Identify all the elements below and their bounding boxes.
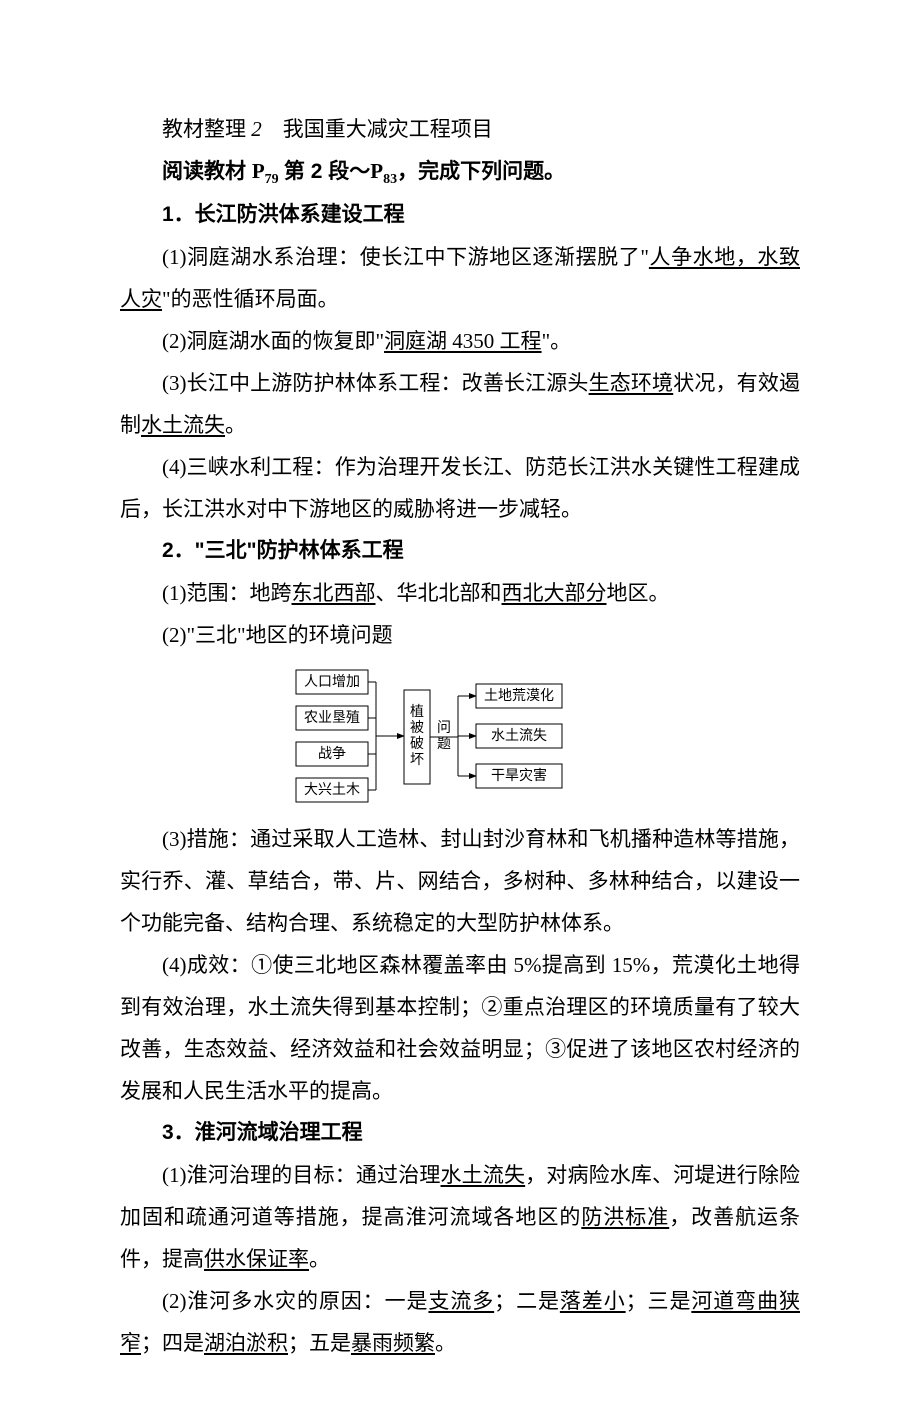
s2-p1: (1)范围：地跨东北西部、华北北部和西北大部分地区。 [120, 572, 800, 614]
text: "的恶性循环局面。 [162, 287, 339, 311]
text: ；二是 [494, 1289, 560, 1313]
s2-p4: (4)成效：①使三北地区森林覆盖率由 5%提高到 15%，荒漠化土地得到有效治理… [120, 944, 800, 1112]
s1-title: 1．长江防洪体系建设工程 [120, 194, 800, 236]
underline-text: 供水保证率 [204, 1247, 309, 1271]
reading-suffix: ，完成下列问题。 [397, 160, 565, 183]
text: (1)范围：地跨 [162, 581, 292, 605]
text: "。 [542, 329, 572, 353]
s3-p1: (1)淮河治理的目标：通过治理水土流失，对病险水库、河堤进行除险加固和疏通河道等… [120, 1154, 800, 1280]
svg-text:土地荒漠化: 土地荒漠化 [484, 688, 554, 704]
text: 。 [225, 413, 246, 437]
underline-text: 防洪标准 [581, 1205, 669, 1229]
text: (1)洞庭湖水系治理：使长江中下游地区逐渐摆脱了" [162, 245, 649, 269]
svg-text:植: 植 [410, 704, 424, 720]
underline-text: 落差小 [560, 1289, 626, 1313]
reading-instruction: 阅读教材 P79 第 2 段～P83，完成下列问题。 [120, 150, 800, 194]
s2-title: 2．"三北"防护林体系工程 [120, 530, 800, 572]
svg-text:坏: 坏 [410, 752, 424, 768]
svg-text:战争: 战争 [318, 746, 346, 762]
svg-text:大兴土木: 大兴土木 [304, 782, 360, 798]
reading-p2: P [370, 159, 383, 183]
text: (3)长江中上游防护林体系工程：改善长江源头 [162, 371, 589, 395]
svg-text:问: 问 [437, 720, 451, 736]
s3-p2: (2)淮河多水灾的原因：一是支流多；二是落差小；三是河道弯曲狭窄；四是湖泊淤积；… [120, 1280, 800, 1364]
sanbei-diagram: 人口增加农业垦殖战争大兴土木 植被破坏问题 土地荒漠化水土流失干旱灾害 [120, 662, 800, 812]
reading-sub1: 79 [265, 172, 279, 187]
heading-number: 2 [251, 117, 262, 141]
text: (2)淮河多水灾的原因：一是 [162, 1289, 428, 1313]
s3-title: 3．淮河流域治理工程 [120, 1112, 800, 1154]
text: 地区。 [607, 581, 670, 605]
svg-text:农业垦殖: 农业垦殖 [304, 709, 360, 726]
underline-text: 湖泊淤积 [204, 1331, 288, 1355]
heading-title: 我国重大减灾工程项目 [283, 117, 493, 141]
reading-p1: P [252, 159, 265, 183]
document-page: 教材整理 2 我国重大减灾工程项目 阅读教材 P79 第 2 段～P83，完成下… [0, 0, 920, 1424]
svg-text:题: 题 [437, 737, 451, 752]
s1-p1: (1)洞庭湖水系治理：使长江中下游地区逐渐摆脱了"人争水地，水致人灾"的恶性循环… [120, 236, 800, 320]
text: 。 [435, 1331, 456, 1355]
svg-text:破: 破 [410, 736, 424, 752]
underline-text: 东北西部 [292, 581, 376, 605]
s1-p4: (4)三峡水利工程：作为治理开发长江、防范长江洪水关键性工程建成后，长江洪水对中… [120, 446, 800, 530]
text: 、华北北部和 [376, 581, 502, 605]
underline-text: 水土流失 [141, 413, 225, 437]
underline-text: 生态环境 [589, 371, 674, 395]
underline-text: 暴雨频繁 [351, 1331, 435, 1355]
underline-text: 水土流失 [441, 1163, 526, 1187]
flowchart-svg: 人口增加农业垦殖战争大兴土木 植被破坏问题 土地荒漠化水土流失干旱灾害 [290, 662, 630, 812]
reading-sub2: 83 [383, 172, 397, 187]
underline-text: 洞庭湖 4350 工程 [384, 329, 542, 353]
text: ；三是 [626, 1289, 692, 1313]
heading-prefix: 教材整理 [162, 117, 246, 141]
text: ；五是 [288, 1331, 351, 1355]
s1-p2: (2)洞庭湖水面的恢复即"洞庭湖 4350 工程"。 [120, 320, 800, 362]
s1-p3: (3)长江中上游防护林体系工程：改善长江源头生态环境状况，有效遏制水土流失。 [120, 362, 800, 446]
svg-text:人口增加: 人口增加 [304, 674, 360, 690]
svg-text:干旱灾害: 干旱灾害 [491, 767, 547, 784]
s2-p3: (3)措施：通过采取人工造林、封山封沙育林和飞机播种造林等措施，实行乔、灌、草结… [120, 818, 800, 944]
s2-p2: (2)"三北"地区的环境问题 [120, 614, 800, 656]
reading-mid: 第 2 段～ [284, 160, 370, 183]
section-heading: 教材整理 2 我国重大减灾工程项目 [120, 108, 800, 150]
underline-text: 支流多 [428, 1289, 494, 1313]
text: 。 [309, 1247, 330, 1271]
reading-prefix: 阅读教材 [162, 160, 246, 183]
text: ；四是 [141, 1331, 204, 1355]
underline-text: 西北大部分 [502, 581, 607, 605]
text: (2)洞庭湖水面的恢复即" [162, 329, 384, 353]
svg-text:被: 被 [410, 720, 424, 736]
svg-text:水土流失: 水土流失 [491, 728, 547, 744]
text: (1)淮河治理的目标：通过治理 [162, 1163, 441, 1187]
